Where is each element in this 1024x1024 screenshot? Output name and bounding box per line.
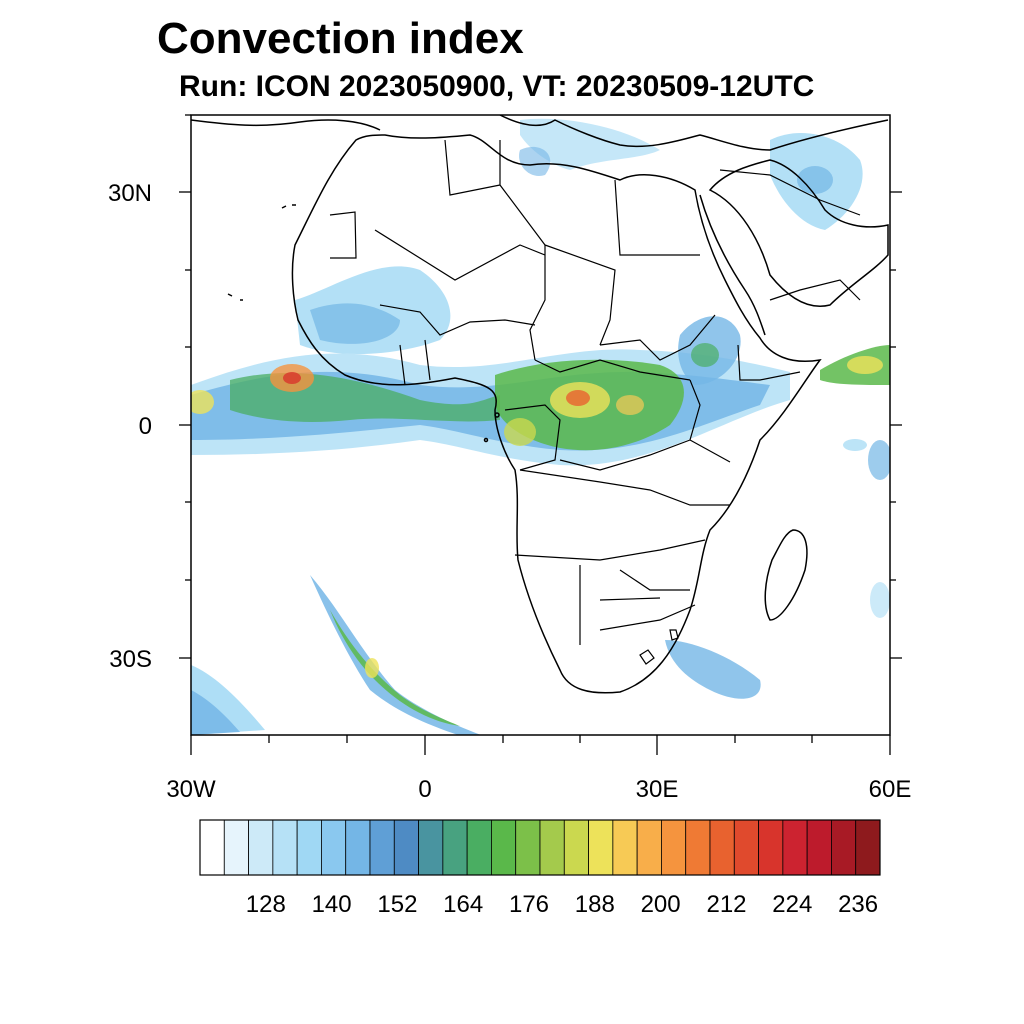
colorbar-swatch (758, 819, 784, 876)
colorbar-label: 176 (509, 891, 549, 918)
colorbar-swatch (539, 819, 565, 876)
colorbar-swatch (685, 819, 711, 876)
colorbar-swatch (393, 819, 419, 876)
colorbar-swatch (199, 819, 225, 876)
convection-field (191, 118, 890, 735)
colorbar-swatch (272, 819, 298, 876)
lon-label-30e: 30E (636, 776, 679, 803)
south-africa-coast-patch (665, 640, 761, 699)
colorbar-label: 212 (706, 891, 746, 918)
colorbar-swatch (831, 819, 857, 876)
lat-label-30s: 30S (109, 646, 152, 673)
country-borders (329, 139, 861, 665)
colorbar-label: 164 (443, 891, 483, 918)
lat-label-30n: 30N (108, 180, 152, 207)
colorbar-swatch (418, 819, 444, 876)
colorbar-label: 200 (641, 891, 681, 918)
colorbar-swatch (369, 819, 395, 876)
colorbar-swatch (806, 819, 832, 876)
colorbar-label: 128 (246, 891, 286, 918)
axis-ticks (179, 114, 902, 755)
colorbar-swatch (442, 819, 468, 876)
colorbar-swatch (733, 819, 759, 876)
colorbar-swatch (636, 819, 662, 876)
colorbar-swatch (782, 819, 808, 876)
map-title: Convection index (157, 14, 524, 63)
colorbar (199, 819, 881, 876)
colorbar-swatch (321, 819, 347, 876)
lat-label-0: 0 (139, 413, 152, 440)
madagascar-coastline (764, 529, 808, 621)
lon-label-30w: 30W (166, 776, 216, 803)
colorbar-outline (199, 819, 881, 876)
colorbar-label: 236 (838, 891, 878, 918)
colorbar-swatch (466, 819, 492, 876)
colorbar-swatch (345, 819, 371, 876)
europe-coastline (191, 115, 889, 151)
colorbar-swatch (515, 819, 541, 876)
south-atlantic-front (310, 575, 482, 735)
colorbar-swatch (296, 819, 322, 876)
colorbar-label: 140 (312, 891, 352, 918)
colorbar-swatch (612, 819, 638, 876)
colorbar-label: 224 (772, 891, 812, 918)
lon-label-60e: 60E (869, 776, 912, 803)
colorbar-label: 188 (575, 891, 615, 918)
colorbar-label: 152 (377, 891, 417, 918)
mediterranean-patch (520, 118, 660, 170)
colorbar-swatch (588, 819, 614, 876)
colorbar-swatch (563, 819, 589, 876)
colorbar-swatch (855, 819, 881, 876)
coastlines (191, 115, 889, 694)
arabia-coastline (708, 159, 889, 307)
lon-label-0: 0 (418, 776, 431, 803)
colorbar-swatch (223, 819, 249, 876)
map-subtitle: Run: ICON 2023050900, VT: 20230509-12UTC (179, 70, 815, 103)
colorbar-swatch (709, 819, 735, 876)
colorbar-swatch (248, 819, 274, 876)
colorbar-labels: 128 140 152 164 176 188 200 212 224 236 (246, 891, 878, 918)
colorbar-swatch (661, 819, 687, 876)
africa-coastline (291, 134, 822, 694)
colorbar-swatch (491, 819, 517, 876)
